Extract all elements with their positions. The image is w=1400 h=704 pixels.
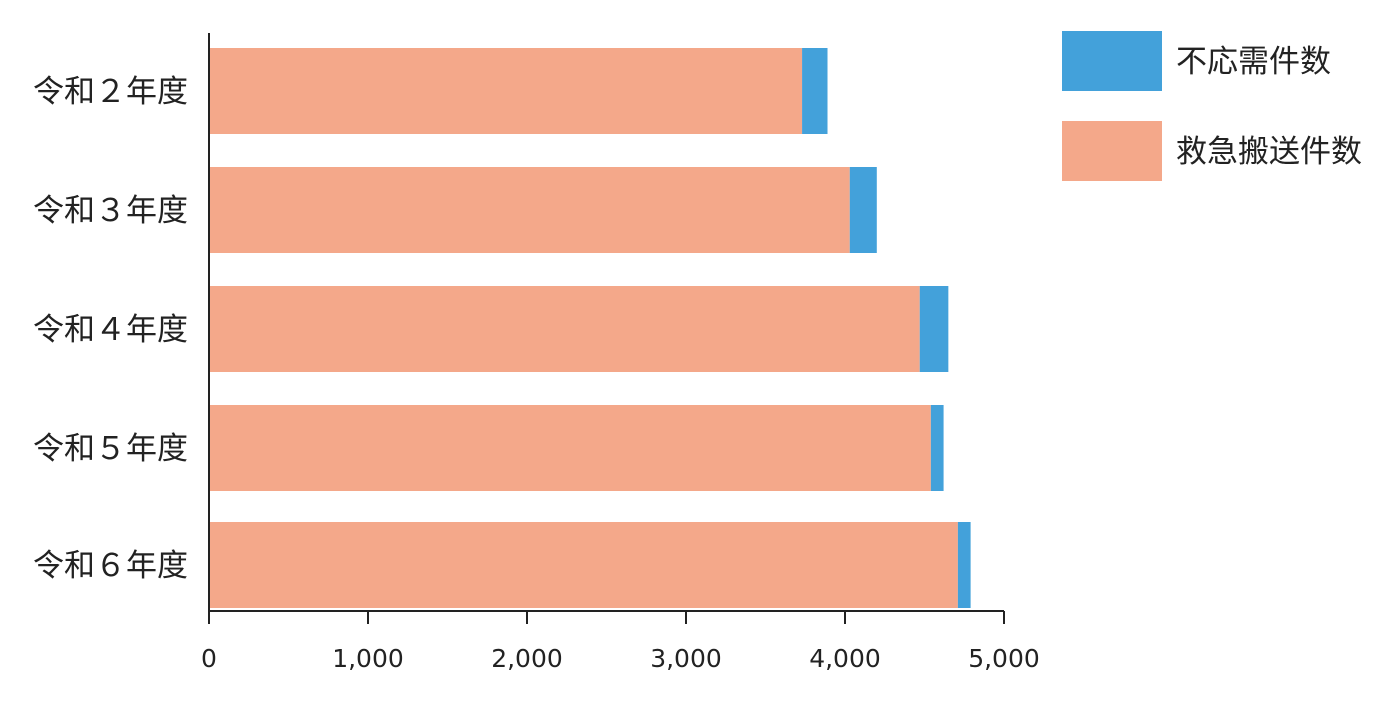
bar-segment-transport-1 <box>209 48 803 134</box>
bar-segment-transport-5 <box>209 522 958 608</box>
x-tick-label: 3,000 <box>650 644 722 673</box>
bar-segment-transport-4 <box>209 405 931 491</box>
legend-label-refused: 不応需件数 <box>1176 44 1331 80</box>
legend-label-transport: 救急搬送件数 <box>1176 134 1362 170</box>
category-label: 令和６年度 <box>33 548 188 584</box>
bar-segment-refused-2 <box>849 167 877 253</box>
category-label: 令和５年度 <box>33 431 188 467</box>
x-tick-label: 0 <box>201 644 217 673</box>
category-label: 令和３年度 <box>33 193 188 229</box>
legend-swatch-refused <box>1062 31 1162 91</box>
x-tick-label: 4,000 <box>809 644 881 673</box>
legend-swatch-transport <box>1062 121 1162 181</box>
category-label: 令和４年度 <box>33 312 188 348</box>
bar-segment-refused-1 <box>802 48 828 134</box>
bar-segment-transport-2 <box>209 167 850 253</box>
axes-group <box>208 33 1004 612</box>
category-label: 令和２年度 <box>33 74 188 110</box>
bar-segment-refused-5 <box>957 522 971 608</box>
bar-segment-refused-3 <box>919 286 949 372</box>
bar-segment-refused-4 <box>930 405 944 491</box>
x-tick-label: 1,000 <box>332 644 404 673</box>
bars-group <box>209 48 971 608</box>
x-tick-label: 2,000 <box>491 644 563 673</box>
x-ticks-group: 0 1,000 2,000 3,000 4,000 5,000 <box>201 611 1040 673</box>
x-tick-label: 5,000 <box>968 644 1040 673</box>
bar-segment-transport-3 <box>209 286 920 372</box>
